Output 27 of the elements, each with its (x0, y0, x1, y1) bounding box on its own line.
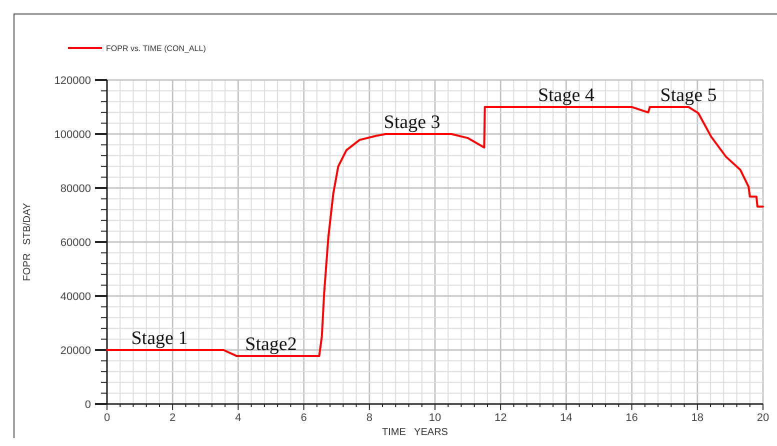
x-tick-label: 0 (104, 412, 110, 424)
legend-label: FOPR vs. TIME (CON_ALL) (106, 44, 206, 53)
x-tick-label: 2 (170, 412, 176, 424)
y-tick-label: 0 (84, 399, 91, 411)
x-tick-label: 6 (300, 412, 307, 424)
annotation: Stage2 (245, 334, 297, 355)
annotation: Stage 4 (538, 85, 595, 106)
annotation: Stage 3 (384, 112, 440, 133)
annotation: Stage 1 (131, 328, 188, 349)
line-series (106, 106, 764, 357)
x-axis-title: TIME YEARS (382, 427, 448, 438)
y-tick-label: 40000 (60, 291, 91, 303)
x-tick-label: 4 (235, 412, 242, 424)
x-tick-label: 12 (494, 412, 507, 424)
x-tick-label: 14 (560, 412, 572, 424)
y-axis-title: FOPR STB/DAY (22, 202, 33, 282)
x-tick-label: 18 (691, 412, 704, 424)
x-tick-label: 20 (756, 412, 770, 424)
x-tick-label: 10 (428, 412, 442, 424)
y-tick-label: 100000 (54, 129, 91, 141)
y-tick-label: 120000 (54, 75, 91, 87)
y-tick-label: 20000 (60, 345, 91, 357)
y-tick-label: 60000 (60, 237, 91, 249)
x-tick-label: 16 (626, 412, 638, 424)
annotation: Stage 5 (660, 85, 717, 106)
x-tick-label: 8 (366, 412, 372, 424)
y-tick-label: 80000 (60, 183, 91, 195)
